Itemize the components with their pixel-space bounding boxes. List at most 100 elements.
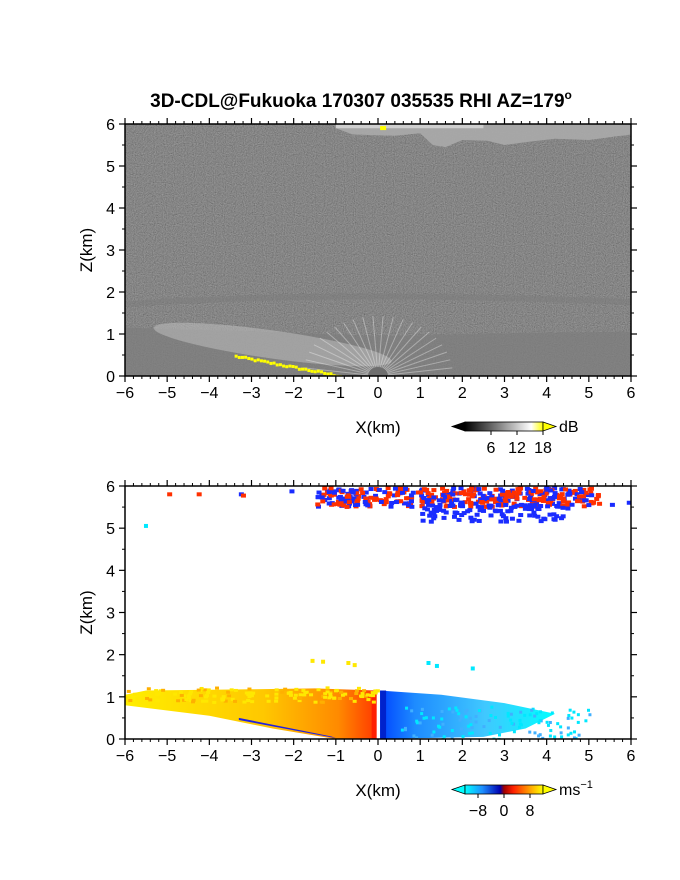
cloud-base-velocity-pixel: [530, 488, 536, 493]
velocity-speckle: [566, 726, 570, 730]
velocity-speckle: [519, 710, 523, 714]
cloud-base-velocity-pixel: [419, 493, 425, 498]
velocity-speckle: [538, 710, 542, 714]
cloud-base-velocity-pixel: [473, 501, 479, 506]
velocity-speckle: [266, 699, 271, 703]
cloud-base-velocity-pixel: [340, 500, 346, 505]
cloud-base-velocity-pixel: [540, 497, 546, 502]
velocity-speckle: [538, 718, 542, 722]
x-tick-label: −6: [116, 748, 134, 765]
cloud-base-velocity-pixel: [436, 507, 442, 512]
velocity-speckle: [140, 697, 145, 701]
cloud-base-velocity-pixel: [316, 490, 322, 495]
cloud-base-velocity-pixel: [240, 493, 246, 498]
cloud-base-velocity-pixel: [541, 494, 547, 499]
x-tick-label: −2: [285, 748, 303, 765]
y-tick-label: 6: [106, 479, 115, 496]
cloud-base-velocity-pixel: [408, 493, 414, 498]
colorbar-tick-label: 0: [500, 803, 509, 820]
velocity-speckle: [337, 696, 342, 700]
velocity-speckle: [334, 688, 339, 692]
strong-echo-pixel: [247, 357, 251, 361]
cloud-base-velocity-pixel: [469, 486, 475, 491]
aloft-velocity-pixel: [470, 666, 475, 671]
cloud-base-velocity-pixel: [444, 488, 450, 493]
cloud-base-velocity-pixel: [468, 515, 474, 520]
cloud-base-velocity-pixel: [410, 490, 416, 495]
strong-echo-pixel: [313, 370, 317, 374]
velocity-speckle: [356, 686, 361, 690]
strong-echo-pixel: [278, 363, 282, 367]
cloud-base-velocity-pixel: [481, 508, 487, 513]
velocity-speckle: [455, 708, 459, 712]
radial-beam-line: [319, 337, 379, 376]
velocity-speckle: [405, 706, 409, 710]
cloud-base-velocity-pixel: [588, 491, 594, 496]
cloud-base-velocity-pixel: [536, 507, 542, 512]
cloud-base-velocity-pixel: [503, 516, 509, 521]
velocity-speckle: [588, 713, 592, 717]
cloud-base-velocity-pixel: [335, 499, 341, 504]
cloud-base-velocity-pixel: [524, 504, 530, 509]
velocity-speckle: [541, 736, 545, 739]
velocity-speckle: [212, 694, 217, 698]
strong-echo-pixel: [237, 356, 241, 360]
cloud-base-velocity-pixel: [477, 491, 483, 496]
velocity-speckle: [576, 720, 580, 724]
cloud-base-velocity-pixel: [391, 493, 397, 498]
cloud-base-velocity-pixel: [450, 489, 456, 494]
cloud-base-velocity-pixel: [566, 500, 572, 505]
cloud-base-velocity-pixel: [421, 487, 427, 492]
velocity-speckle: [412, 734, 416, 738]
cloud-base-velocity-pixel: [427, 513, 433, 518]
velocity-speckle: [297, 699, 302, 703]
cloud-base-velocity-pixel: [354, 491, 360, 496]
radial-beam-line: [377, 351, 447, 376]
velocity-speckle: [467, 724, 471, 728]
radial-beam-line: [377, 331, 430, 376]
cloud-base-velocity-pixel: [429, 492, 435, 497]
cloud-base-velocity-pixel: [497, 508, 503, 513]
cloud-base-echo: [335, 124, 631, 148]
cloud-base-velocity-pixel: [509, 516, 515, 521]
cloud-base-velocity-pixel: [487, 491, 493, 496]
strong-echo-pixel: [294, 365, 298, 369]
velocity-speckle: [233, 699, 238, 703]
velocity-speckle: [489, 713, 493, 717]
velocity-speckle: [184, 698, 189, 702]
strong-echo-pixel: [291, 364, 295, 368]
cloud-base-velocity-pixel: [393, 500, 399, 505]
cloud-base-velocity-pixel: [373, 496, 379, 501]
cloud-base-velocity-pixel: [565, 502, 571, 507]
cloud-base-velocity-pixel: [554, 514, 560, 519]
cloud-base-velocity-pixel: [406, 502, 412, 507]
colorbar-unit-superscript: −1: [580, 779, 593, 791]
velocity-speckle: [415, 736, 419, 739]
cloud-base-velocity-pixel: [321, 492, 327, 497]
velocity-speckle: [373, 689, 378, 693]
cloud-base-velocity-pixel: [534, 500, 540, 505]
velocity-speckle: [226, 690, 231, 694]
velocity-speckle: [133, 692, 138, 696]
velocity-speckle: [459, 727, 463, 731]
velocity-speckle: [418, 721, 422, 725]
x-tick-label: −4: [200, 748, 218, 765]
velocity-speckle: [191, 698, 196, 702]
radial-beam-line: [377, 359, 451, 376]
cloud-base-velocity-pixel: [437, 502, 443, 507]
cloud-base-velocity-pixel: [591, 500, 597, 505]
x-tick-label: 0: [374, 385, 383, 402]
cloud-base-velocity-pixel: [560, 505, 566, 510]
cloud-base-velocity-pixel: [450, 492, 456, 497]
velocity-speckle: [410, 709, 414, 713]
velocity-speckle: [186, 695, 191, 699]
cloud-base-velocity-pixel: [543, 491, 549, 496]
cloud-base-velocity-pixel: [552, 491, 558, 496]
velocity-speckle: [477, 709, 481, 713]
velocity-speckle: [450, 736, 454, 739]
cloud-base-velocity-pixel: [481, 486, 487, 491]
velocity-plot-area: [125, 486, 631, 739]
cloud-base-velocity-pixel: [424, 500, 430, 505]
velocity-speckle: [464, 715, 468, 719]
aloft-velocity-pixel: [143, 523, 148, 528]
